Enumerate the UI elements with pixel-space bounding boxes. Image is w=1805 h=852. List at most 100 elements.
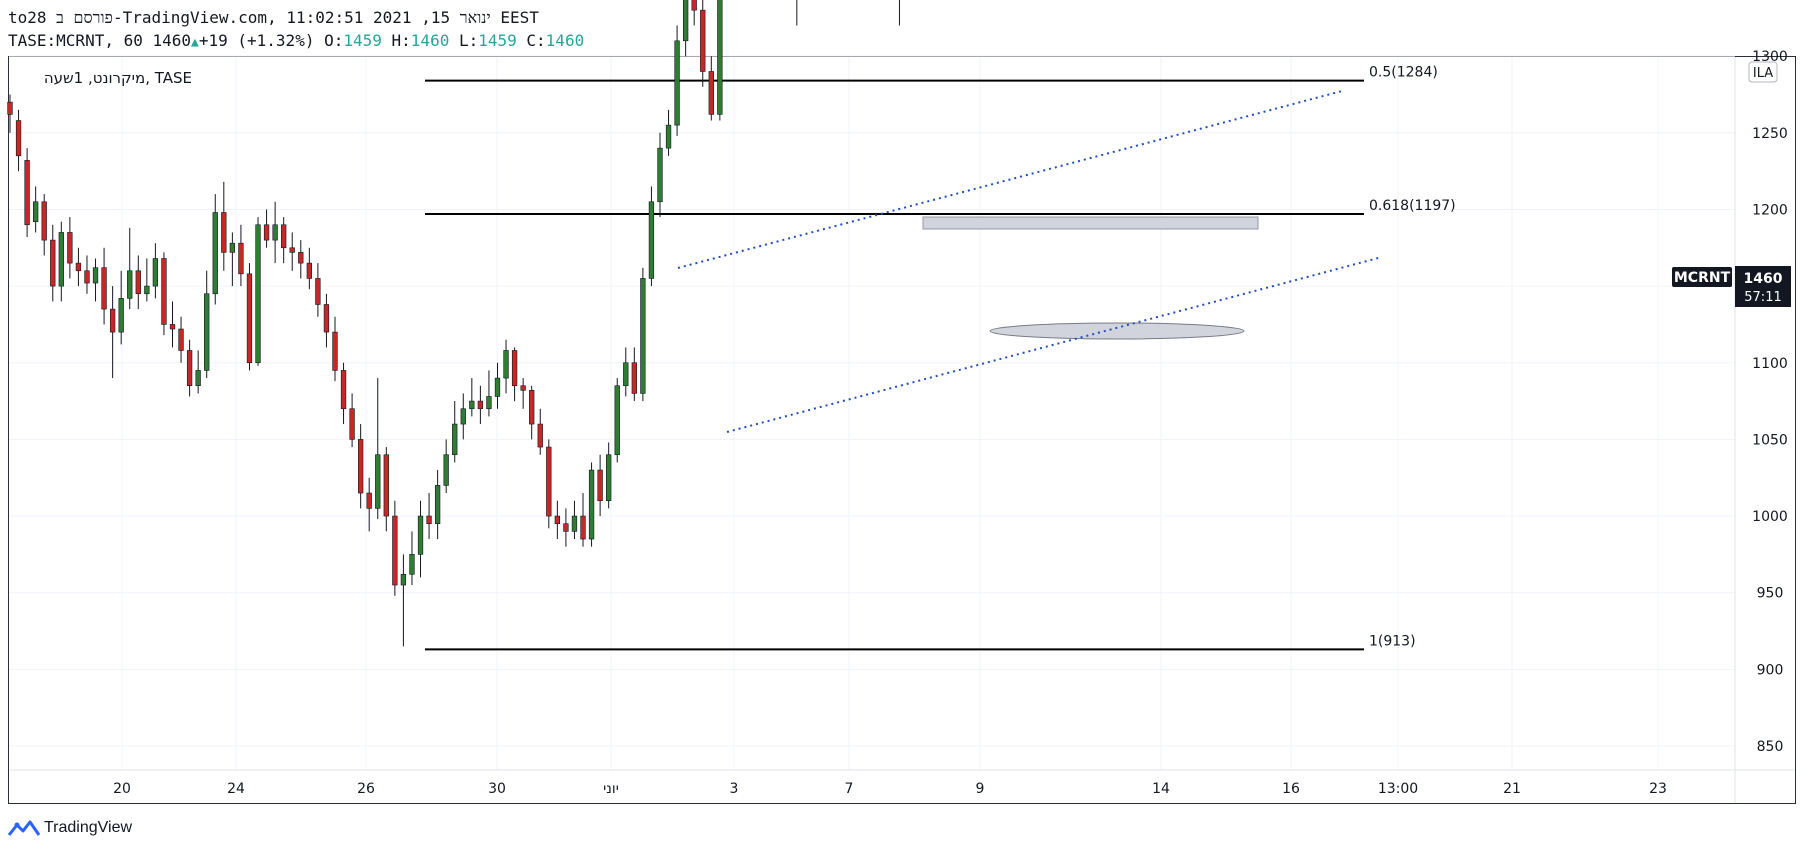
candle-body bbox=[366, 492, 372, 509]
last-price-tag: 1460 57:11 bbox=[1735, 266, 1791, 307]
candle-body bbox=[700, 9, 706, 72]
candle-body bbox=[272, 224, 278, 241]
candle-body bbox=[41, 201, 47, 241]
candle-body bbox=[281, 224, 287, 249]
candle-body bbox=[127, 270, 133, 299]
candle-body bbox=[357, 439, 364, 494]
candle-body bbox=[323, 304, 330, 333]
candle-body bbox=[229, 242, 236, 253]
candle-body bbox=[571, 515, 578, 532]
o-label: O: bbox=[324, 31, 344, 50]
c-label: C: bbox=[526, 31, 546, 50]
candle-body bbox=[101, 267, 107, 310]
candle-body bbox=[665, 124, 672, 149]
candle-body bbox=[383, 454, 389, 517]
x-tick-label: 7 bbox=[845, 781, 854, 797]
candle-body bbox=[597, 469, 603, 502]
candle-body bbox=[24, 160, 30, 226]
candle-body bbox=[263, 224, 270, 241]
candle-body bbox=[135, 270, 141, 295]
support-ellipse[interactable] bbox=[989, 322, 1245, 340]
symbol-price-tag: MCRNT bbox=[1672, 267, 1732, 287]
channel-upper-line[interactable] bbox=[677, 90, 1343, 269]
symbol-info: TASE:MCRNT, 60 1460 bbox=[8, 31, 192, 50]
candle-body bbox=[631, 362, 637, 394]
candle-body bbox=[623, 362, 629, 387]
candle-body bbox=[246, 273, 253, 364]
candle-body bbox=[340, 370, 347, 410]
candle-body bbox=[460, 408, 466, 425]
candle-body bbox=[486, 396, 492, 410]
close-value: 1460 bbox=[545, 31, 585, 50]
candle-body bbox=[58, 232, 64, 287]
x-tick-label: 21 bbox=[1503, 781, 1521, 797]
x-tick-label: 16 bbox=[1282, 781, 1300, 797]
last-price: 1460 bbox=[1744, 271, 1783, 287]
y-tick-label: 1100 bbox=[1752, 356, 1788, 372]
candle-body bbox=[417, 515, 424, 555]
y-tick-label: 1250 bbox=[1752, 126, 1788, 142]
candle-body bbox=[298, 252, 304, 264]
candle-body bbox=[109, 308, 116, 333]
candle-body bbox=[443, 454, 449, 486]
candle-body bbox=[452, 423, 458, 456]
candle-body bbox=[50, 239, 56, 287]
fib-label: 1(913) bbox=[1369, 633, 1416, 649]
candle-body bbox=[289, 247, 295, 253]
tradingview-brand[interactable]: TradingView bbox=[8, 818, 132, 838]
x-tick-label: 24 bbox=[227, 781, 245, 797]
open-value: 1459 bbox=[343, 31, 382, 50]
candle-body bbox=[349, 408, 355, 440]
candle-body bbox=[426, 515, 432, 525]
candle-body bbox=[606, 454, 612, 502]
candle-body bbox=[400, 574, 407, 586]
x-tick-label: 30 bbox=[488, 781, 506, 797]
fib-levels[interactable]: 0(1655)0.382(1372)0.5(1284)0.618(1197)1(… bbox=[425, 0, 1456, 651]
tradingview-logo-icon bbox=[8, 820, 40, 836]
x-tick-label: 14 bbox=[1152, 781, 1170, 797]
candle-body bbox=[118, 298, 124, 333]
candle-body bbox=[221, 212, 227, 253]
candle-body bbox=[75, 262, 82, 272]
h-label: H: bbox=[391, 31, 411, 50]
brand-name: TradingView bbox=[44, 819, 133, 836]
candle-body bbox=[33, 201, 39, 223]
candle-body bbox=[554, 515, 561, 525]
candle-body bbox=[546, 446, 552, 517]
candles bbox=[7, 0, 900, 647]
candle-body bbox=[92, 267, 99, 284]
candle-body bbox=[434, 485, 441, 525]
candle-body bbox=[144, 285, 150, 295]
candle-body bbox=[152, 258, 159, 287]
drawing-shapes[interactable] bbox=[677, 90, 1383, 433]
resistance-zone[interactable] bbox=[922, 216, 1259, 230]
candle-body bbox=[640, 278, 646, 394]
candle-body bbox=[306, 262, 312, 279]
time-axis[interactable]: 20 24 26 30 יוני 3 7 9 14 16 13:00 21 23 bbox=[113, 781, 1667, 797]
y-tick-label: 1300 bbox=[1752, 49, 1788, 65]
candle-body bbox=[494, 377, 501, 397]
channel-lower-line[interactable] bbox=[726, 256, 1383, 433]
candle-body bbox=[15, 120, 22, 157]
x-tick-label: 26 bbox=[357, 781, 375, 797]
symbol-tag-label: MCRNT bbox=[1674, 270, 1731, 286]
candle-body bbox=[238, 242, 244, 275]
candle-body bbox=[520, 385, 526, 391]
y-tick-label: 1050 bbox=[1752, 432, 1788, 448]
price-axis[interactable]: 8509009501000105011001150120012501300135… bbox=[1752, 0, 1788, 755]
candle-body bbox=[563, 523, 569, 532]
l-label: L: bbox=[458, 31, 479, 50]
y-tick-label: 1200 bbox=[1752, 202, 1788, 218]
currency-badge: ILA bbox=[1748, 61, 1778, 83]
candle-body bbox=[469, 400, 475, 410]
candle-body bbox=[186, 350, 193, 387]
candle-body bbox=[657, 147, 663, 203]
candle-body bbox=[212, 212, 218, 295]
publish-info: to28 פורסם ב-TradingView.com, ינואר 15, … bbox=[8, 8, 539, 27]
candle-body bbox=[84, 270, 90, 284]
candle-body bbox=[648, 201, 655, 279]
candle-body bbox=[409, 554, 415, 575]
y-tick-label: 950 bbox=[1757, 586, 1784, 602]
candle-body bbox=[332, 331, 338, 371]
